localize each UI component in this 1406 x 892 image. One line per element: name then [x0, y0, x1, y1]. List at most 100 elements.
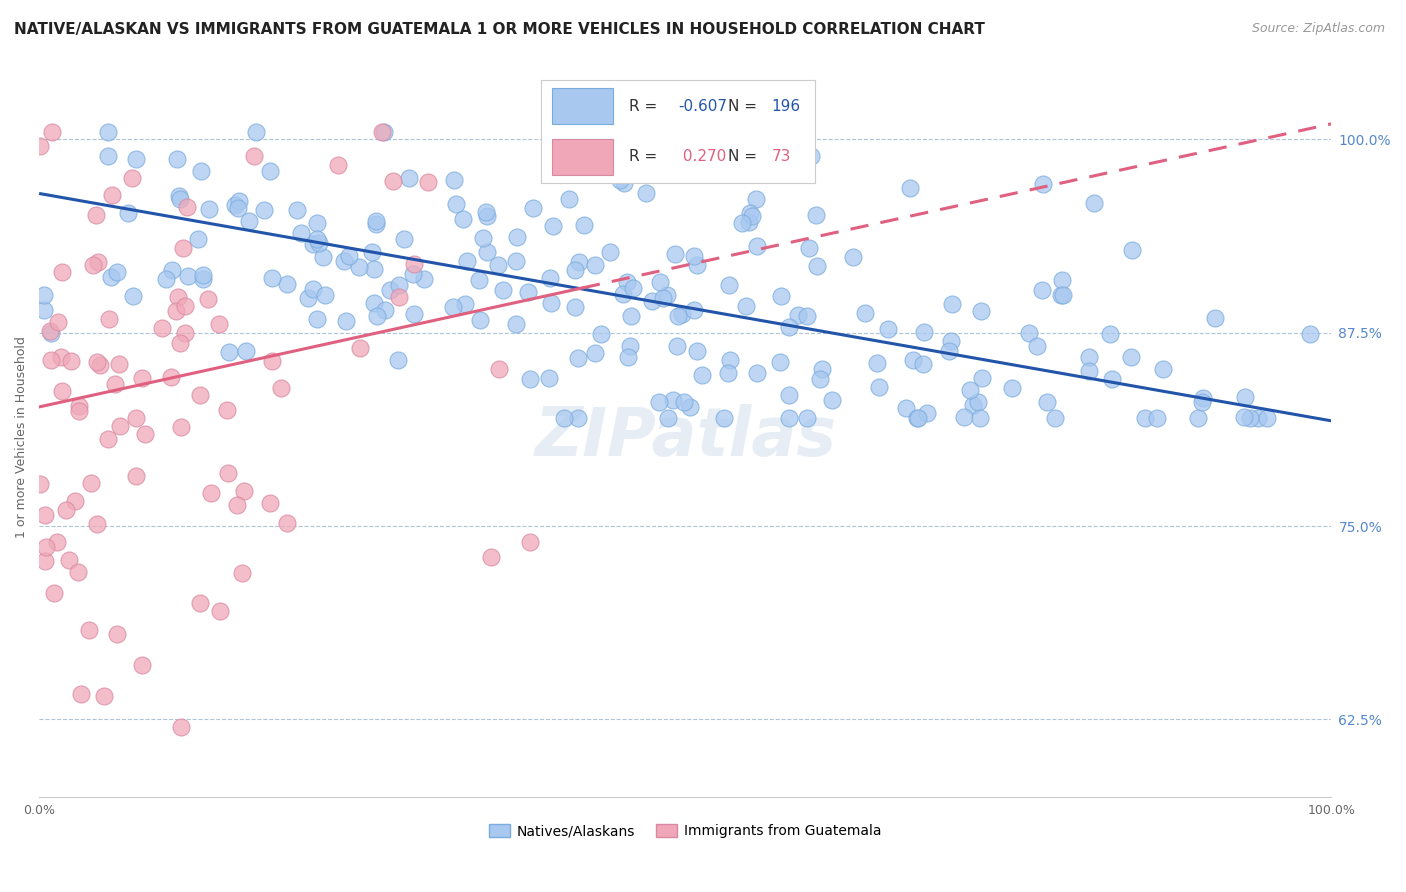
Point [519, 534, 541, 549]
Point [599, 245, 621, 260]
Point [969, 410, 991, 425]
Text: ZIPatlas: ZIPatlas [534, 404, 837, 470]
Point [1001, 381, 1024, 395]
Point [506, 229, 529, 244]
Point [86, 516, 108, 531]
Point [1247, 410, 1270, 425]
Point [941, 297, 963, 311]
Point [333, 254, 356, 268]
Point [492, 283, 515, 297]
Point [34, 554, 56, 568]
Bar [553, 139, 613, 175]
Point [454, 297, 477, 311]
Point [620, 309, 643, 323]
Point [738, 215, 761, 229]
Point [103, 376, 125, 391]
Point [307, 232, 329, 246]
Point [402, 268, 425, 282]
Point [664, 247, 686, 261]
Point [371, 125, 394, 139]
Point [609, 173, 631, 187]
Point [672, 395, 695, 409]
Point [159, 370, 181, 384]
Point [683, 249, 706, 263]
Point [1036, 395, 1059, 409]
Point [66, 566, 89, 580]
Point [589, 326, 612, 341]
Point [1025, 339, 1047, 353]
Point [613, 176, 636, 190]
Point [938, 343, 960, 358]
Point [1049, 288, 1071, 302]
Point [692, 136, 714, 150]
Y-axis label: 1 or more Vehicles in Household: 1 or more Vehicles in Household [15, 336, 28, 538]
Point [80, 475, 103, 490]
Point [231, 566, 253, 581]
Point [769, 288, 792, 302]
Point [77, 623, 100, 637]
Point [172, 241, 194, 255]
Point [200, 485, 222, 500]
Point [302, 236, 325, 251]
Point [717, 367, 740, 381]
Point [970, 304, 993, 318]
Point [1233, 390, 1256, 404]
Point [685, 343, 707, 358]
Point [86, 355, 108, 369]
Point [1101, 372, 1123, 386]
Point [232, 483, 254, 498]
Point [402, 308, 425, 322]
Point [260, 271, 283, 285]
Point [51, 264, 73, 278]
Point [98, 311, 121, 326]
Point [567, 410, 589, 425]
Point [953, 409, 976, 424]
Point [730, 216, 752, 230]
Point [456, 254, 478, 268]
Point [648, 395, 671, 409]
Point [855, 306, 877, 320]
Point [655, 287, 678, 301]
Text: N =: N = [728, 149, 762, 164]
Point [373, 125, 395, 139]
Point [97, 125, 120, 139]
Point [366, 213, 388, 227]
Point [488, 362, 510, 376]
Point [718, 353, 741, 368]
Point [583, 346, 606, 360]
Point [1050, 273, 1073, 287]
Point [404, 257, 426, 271]
Point [959, 383, 981, 397]
Text: -0.607: -0.607 [679, 99, 727, 114]
Point [735, 299, 758, 313]
Point [197, 292, 219, 306]
Point [661, 393, 683, 408]
Point [226, 201, 249, 215]
Point [63, 494, 86, 508]
Point [218, 345, 240, 359]
Point [382, 174, 405, 188]
Point [308, 235, 330, 250]
Point [93, 689, 115, 703]
Point [651, 291, 673, 305]
Point [768, 355, 790, 369]
Point [290, 227, 312, 241]
Point [32, 288, 55, 302]
Point [121, 171, 143, 186]
Point [238, 214, 260, 228]
Point [253, 202, 276, 217]
Point [1239, 410, 1261, 425]
Point [169, 336, 191, 351]
Point [70, 687, 93, 701]
Point [122, 289, 145, 303]
Point [285, 202, 308, 217]
Point [907, 410, 929, 425]
Point [717, 278, 740, 293]
Point [522, 201, 544, 215]
Point [28, 138, 51, 153]
Point [745, 366, 768, 380]
Point [1187, 410, 1209, 425]
Point [86, 254, 108, 268]
Point [125, 411, 148, 425]
Point [208, 317, 231, 331]
